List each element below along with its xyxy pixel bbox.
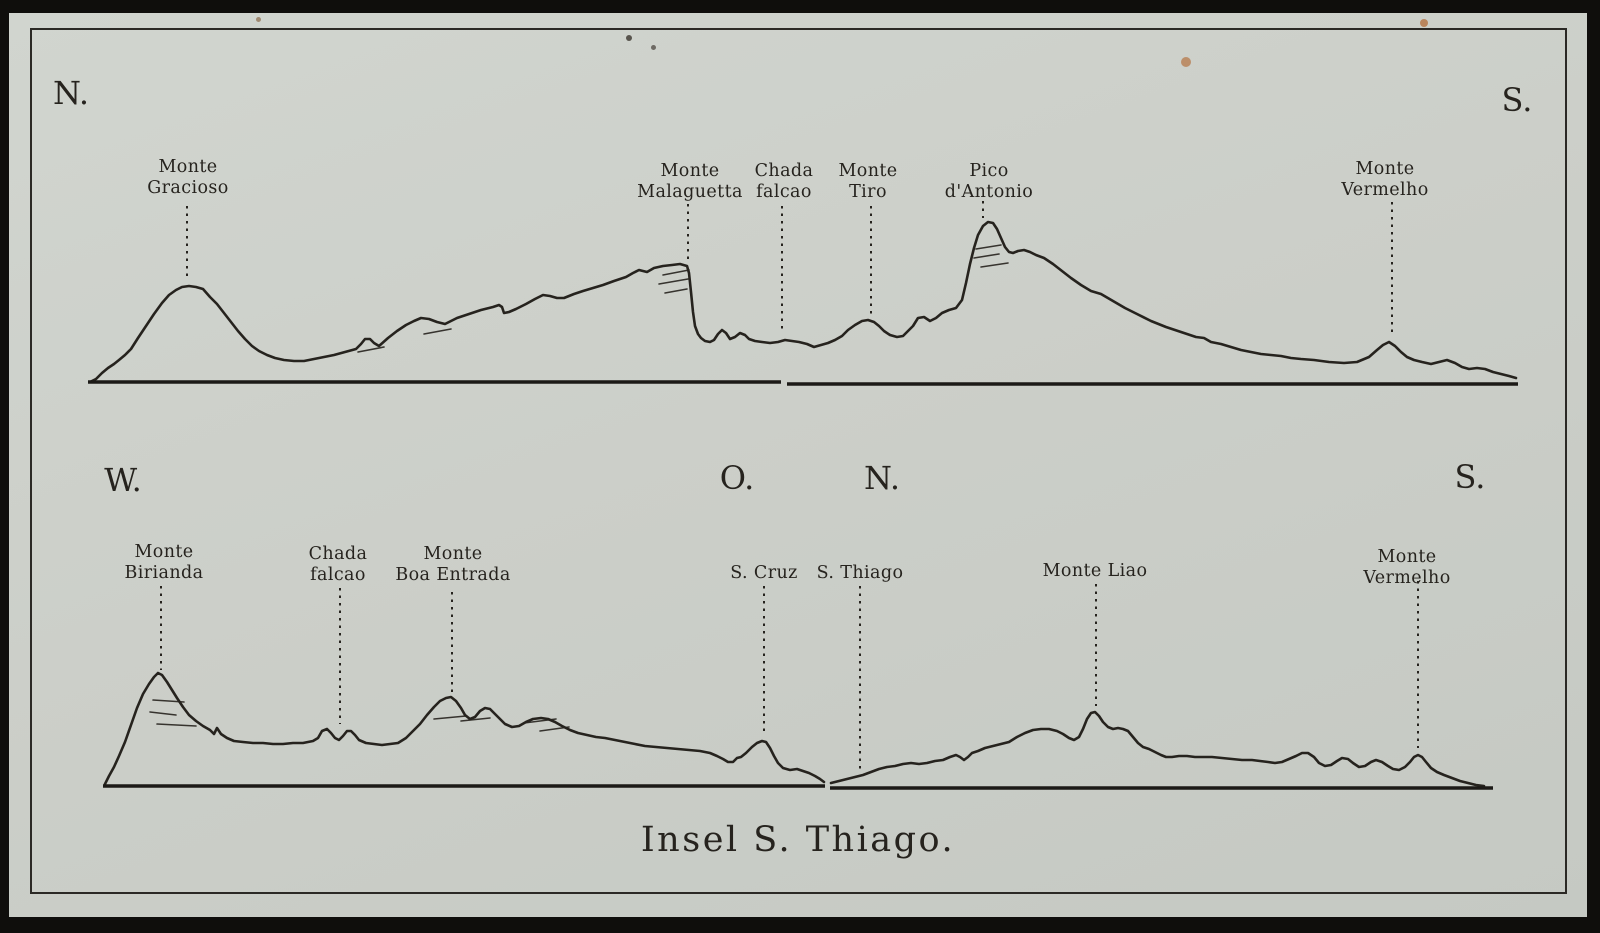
compass-s-0: S. <box>1501 81 1533 119</box>
profile-west-east-hachure-6 <box>539 726 570 732</box>
profile-north-south-hachure-3 <box>658 278 689 285</box>
s-cruz-label: S. Cruz <box>730 563 798 583</box>
plate-title: Insel S. Thiago. <box>640 820 956 860</box>
paper-speck-1 <box>1420 19 1428 27</box>
profile-north-south-hachure-0 <box>357 346 385 353</box>
paper-speck-2 <box>255 16 261 22</box>
profile-north-south-hachure-6 <box>973 253 1000 259</box>
monte-birianda-label: Monte Birianda <box>124 542 204 583</box>
monte-vermelho-s-label: Monte Vermelho <box>1363 547 1451 588</box>
profile-north-south-hachure-2 <box>662 269 690 276</box>
s-thiago-label: S. Thiago <box>816 563 904 583</box>
chada-falcao-w-label: Chada falcao <box>308 544 368 585</box>
profile-west-east-hachure-1 <box>149 711 177 716</box>
profile-west-east-hachure-4 <box>460 717 491 722</box>
monte-gracioso-label: Monte Gracioso <box>147 157 229 198</box>
chada-falcao-n-label: Chada falcao <box>754 161 814 202</box>
monte-liao-label: Monte Liao <box>1042 561 1148 581</box>
profile-north-south-hachure-5 <box>975 244 1002 250</box>
profile-north-south-hachure-7 <box>980 262 1009 268</box>
profile-north-south-outline <box>88 220 1518 384</box>
profile-west-east-outline <box>103 671 1486 788</box>
profile-west-east-hachure-3 <box>433 715 467 720</box>
compass-s-1: S. <box>1454 458 1486 496</box>
monte-tiro-label: Monte Tiro <box>838 161 898 202</box>
paper-speck-3 <box>626 35 632 41</box>
profile-west-east-hachure-0 <box>152 699 185 703</box>
monte-boa-entrada-label: Monte Boa Entrada <box>395 544 511 585</box>
paper-speck-0 <box>1181 57 1191 67</box>
plate-frame <box>30 28 1567 894</box>
compass-o-1: O. <box>719 459 755 497</box>
compass-n-1: N. <box>863 459 901 497</box>
profile-north-south-hachure-1 <box>423 328 452 335</box>
monte-malaguetta-label: Monte Malaguetta <box>637 161 743 202</box>
profile-north-south-hachure-4 <box>664 288 688 294</box>
profile-west-east-hachure-5 <box>523 718 557 724</box>
compass-n-0: N. <box>52 74 90 112</box>
compass-w-1: W. <box>104 461 142 499</box>
paper-speck-4 <box>650 44 656 50</box>
monte-vermelho-n-label: Monte Vermelho <box>1341 159 1429 200</box>
pico-d-antonio-label: Pico d'Antonio <box>944 161 1034 202</box>
profile-west-east-hachure-2 <box>156 723 197 727</box>
